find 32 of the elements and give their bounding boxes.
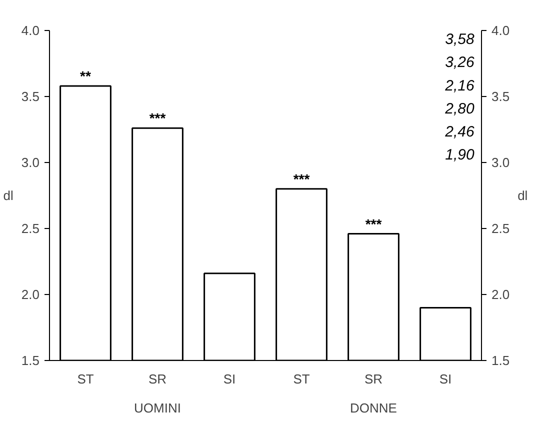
y-tick-label: 3.5: [21, 89, 40, 104]
x-tick-label: SR: [148, 372, 167, 386]
annotation: 3,26: [445, 54, 475, 72]
x-tick-label: SI: [439, 372, 452, 386]
annotation: 2,16: [444, 77, 475, 94]
y2-axis-title: dl: [518, 188, 528, 203]
annotation: 2,80: [444, 100, 475, 118]
y2-tick-label: 3.0: [492, 155, 510, 170]
annotation: 1,90: [445, 146, 475, 164]
y-tick-label: 2.0: [21, 287, 40, 302]
data-label: **: [80, 68, 92, 84]
x-tick-label: SR: [364, 372, 383, 386]
text: DONNE: [350, 400, 398, 416]
y-axis-title: dl: [3, 188, 14, 203]
y-tick-label: 4.0: [21, 23, 40, 38]
y2-tick-label: 3.5: [492, 89, 510, 104]
y2-tick-label: 2.5: [492, 221, 510, 236]
text: UOMINI: [134, 400, 181, 416]
annotation: 3,58: [445, 31, 475, 48]
x-tick-label: SI: [223, 372, 236, 386]
y-tick-label: 3.0: [21, 155, 40, 170]
y-tick-label: 2.5: [21, 221, 40, 236]
y2-tick-label: 2.0: [492, 287, 510, 302]
x-tick-label: ST: [293, 372, 310, 386]
y2-tick-label: 1.5: [492, 353, 510, 368]
data-label: ***: [365, 216, 382, 232]
data-label: ***: [149, 110, 166, 126]
x-tick-label: ST: [77, 372, 94, 386]
data-label: ***: [293, 170, 310, 187]
annotation: 2,46: [444, 124, 475, 141]
y-tick-label: 1.5: [21, 353, 40, 368]
y2-tick-label: 4.0: [492, 23, 510, 38]
